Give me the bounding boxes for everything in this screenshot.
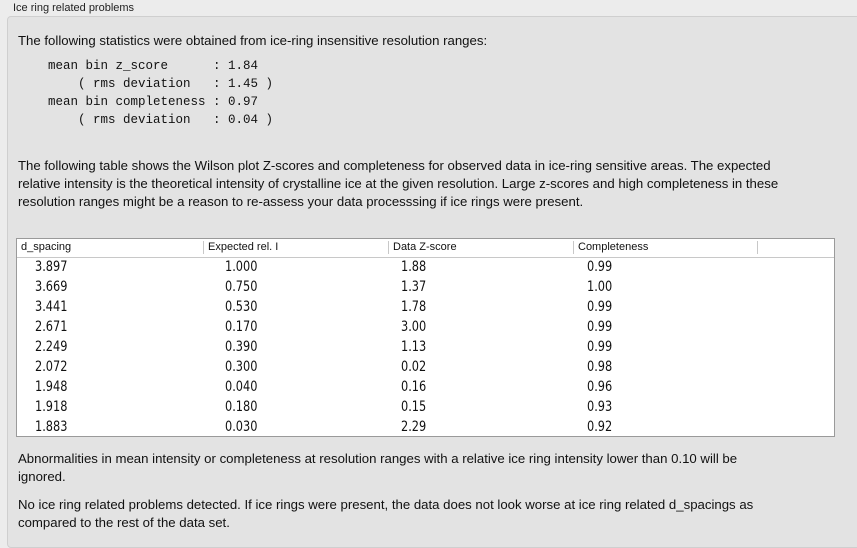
- table-header: d_spacing Expected rel. I Data Z-score C…: [17, 239, 834, 258]
- table-row[interactable]: 1.883 0.030 2.29 0.92: [17, 418, 834, 436]
- table-cell: 0.040: [225, 379, 258, 395]
- group-title: Ice ring related problems: [13, 2, 135, 14]
- table-cell: 0.750: [225, 279, 258, 295]
- table-cell: 0.530: [225, 299, 258, 315]
- ice-ring-table[interactable]: d_spacing Expected rel. I Data Z-score C…: [16, 238, 835, 437]
- table-cell: 0.99: [587, 299, 613, 315]
- table-cell: 3.441: [35, 299, 68, 315]
- table-cell: 0.15: [401, 399, 427, 415]
- table-row[interactable]: 2.249 0.390 1.13 0.99: [17, 338, 834, 358]
- table-cell: 1.00: [587, 279, 613, 295]
- table-row[interactable]: 2.072 0.300 0.02 0.98: [17, 358, 834, 378]
- stats-block: mean bin z_score : 1.84 ( rms deviation …: [48, 59, 274, 127]
- table-row[interactable]: 3.897 1.000 1.88 0.99: [17, 258, 834, 278]
- table-description: The following table shows the Wilson plo…: [18, 158, 779, 209]
- table-cell: 2.671: [35, 319, 68, 335]
- threshold-note: Abnormalities in mean intensity or compl…: [18, 451, 738, 484]
- table-cell: 0.96: [587, 379, 613, 395]
- table-cell: 1.948: [35, 379, 68, 395]
- column-header-d-spacing[interactable]: d_spacing: [21, 241, 72, 253]
- table-cell: 2.072: [35, 359, 68, 375]
- table-cell: 0.030: [225, 419, 258, 435]
- table-cell: 0.98: [587, 359, 613, 375]
- table-row[interactable]: 1.948 0.040 0.16 0.96: [17, 378, 834, 398]
- table-cell: 1.13: [401, 339, 427, 355]
- table-cell: 2.249: [35, 339, 68, 355]
- table-cell: 0.180: [225, 399, 258, 415]
- table-cell: 1.000: [225, 259, 258, 275]
- table-cell: 0.170: [225, 319, 258, 335]
- column-header-zscore[interactable]: Data Z-score: [388, 241, 457, 254]
- table-row[interactable]: 2.671 0.170 3.00 0.99: [17, 318, 834, 338]
- table-cell: 2.29: [401, 419, 427, 435]
- table-cell: 1.883: [35, 419, 68, 435]
- table-cell: 0.390: [225, 339, 258, 355]
- table-cell: 0.16: [401, 379, 427, 395]
- table-cell: 1.78: [401, 299, 427, 315]
- table-cell: 0.92: [587, 419, 613, 435]
- table-cell: 0.99: [587, 319, 613, 335]
- table-row[interactable]: 3.669 0.750 1.37 1.00: [17, 278, 834, 298]
- column-header-empty: [757, 241, 762, 254]
- column-header-expected[interactable]: Expected rel. I: [203, 241, 278, 254]
- table-cell: 3.897: [35, 259, 68, 275]
- table-row[interactable]: 3.441 0.530 1.78 0.99: [17, 298, 834, 318]
- column-header-completeness[interactable]: Completeness: [573, 241, 648, 254]
- table-row[interactable]: 1.918 0.180 0.15 0.93: [17, 398, 834, 418]
- result-message: No ice ring related problems detected. I…: [18, 497, 754, 530]
- table-cell: 0.99: [587, 259, 613, 275]
- intro-text: The following statistics were obtained f…: [18, 33, 488, 48]
- table-cell: 3.669: [35, 279, 68, 295]
- table-cell: 1.37: [401, 279, 427, 295]
- table-cell: 1.918: [35, 399, 68, 415]
- table-cell: 0.02: [401, 359, 427, 375]
- table-cell: 0.99: [587, 339, 613, 355]
- table-cell: 0.93: [587, 399, 613, 415]
- table-cell: 0.300: [225, 359, 258, 375]
- table-cell: 3.00: [401, 319, 427, 335]
- table-cell: 1.88: [401, 259, 427, 275]
